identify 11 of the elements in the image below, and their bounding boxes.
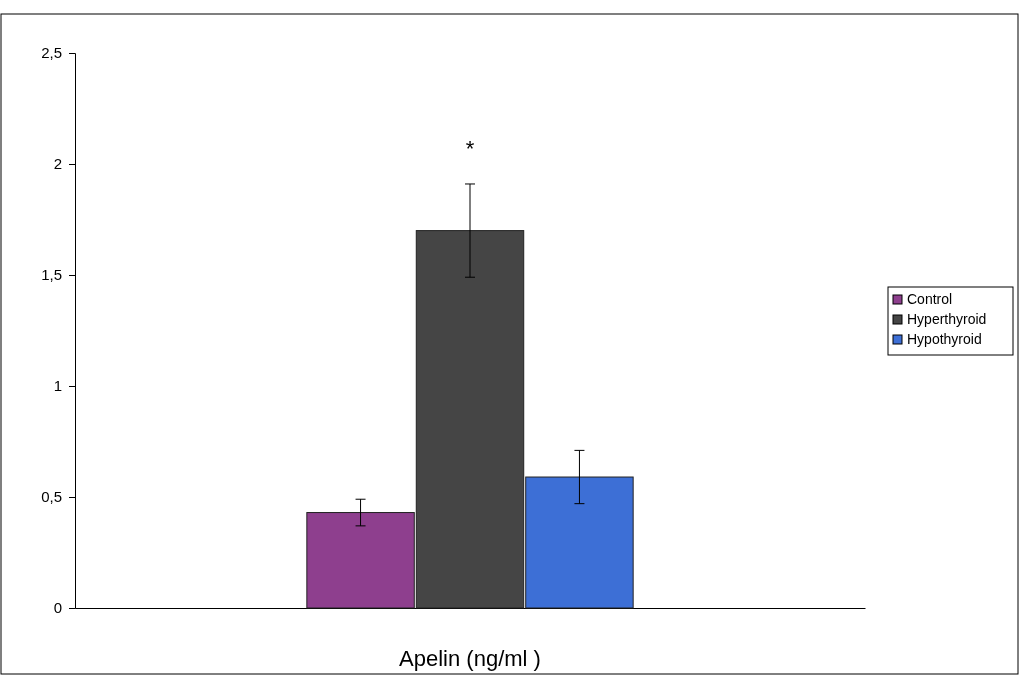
y-tick-label: 2 xyxy=(53,155,62,173)
annotation: * xyxy=(465,135,475,161)
y-tick-label: 0 xyxy=(53,599,62,617)
y-tick-label: 1,5 xyxy=(41,266,62,284)
legend-label: Hyperthyroid xyxy=(907,311,987,327)
y-tick-label: 0,5 xyxy=(41,488,62,506)
legend-label: Control xyxy=(907,291,953,307)
legend-label: Hypothyroid xyxy=(907,331,982,347)
x-axis-title: Apelin (ng/ml ) xyxy=(399,646,541,671)
y-tick-label: 1 xyxy=(53,377,62,395)
y-tick-label: 2,5 xyxy=(41,44,62,62)
